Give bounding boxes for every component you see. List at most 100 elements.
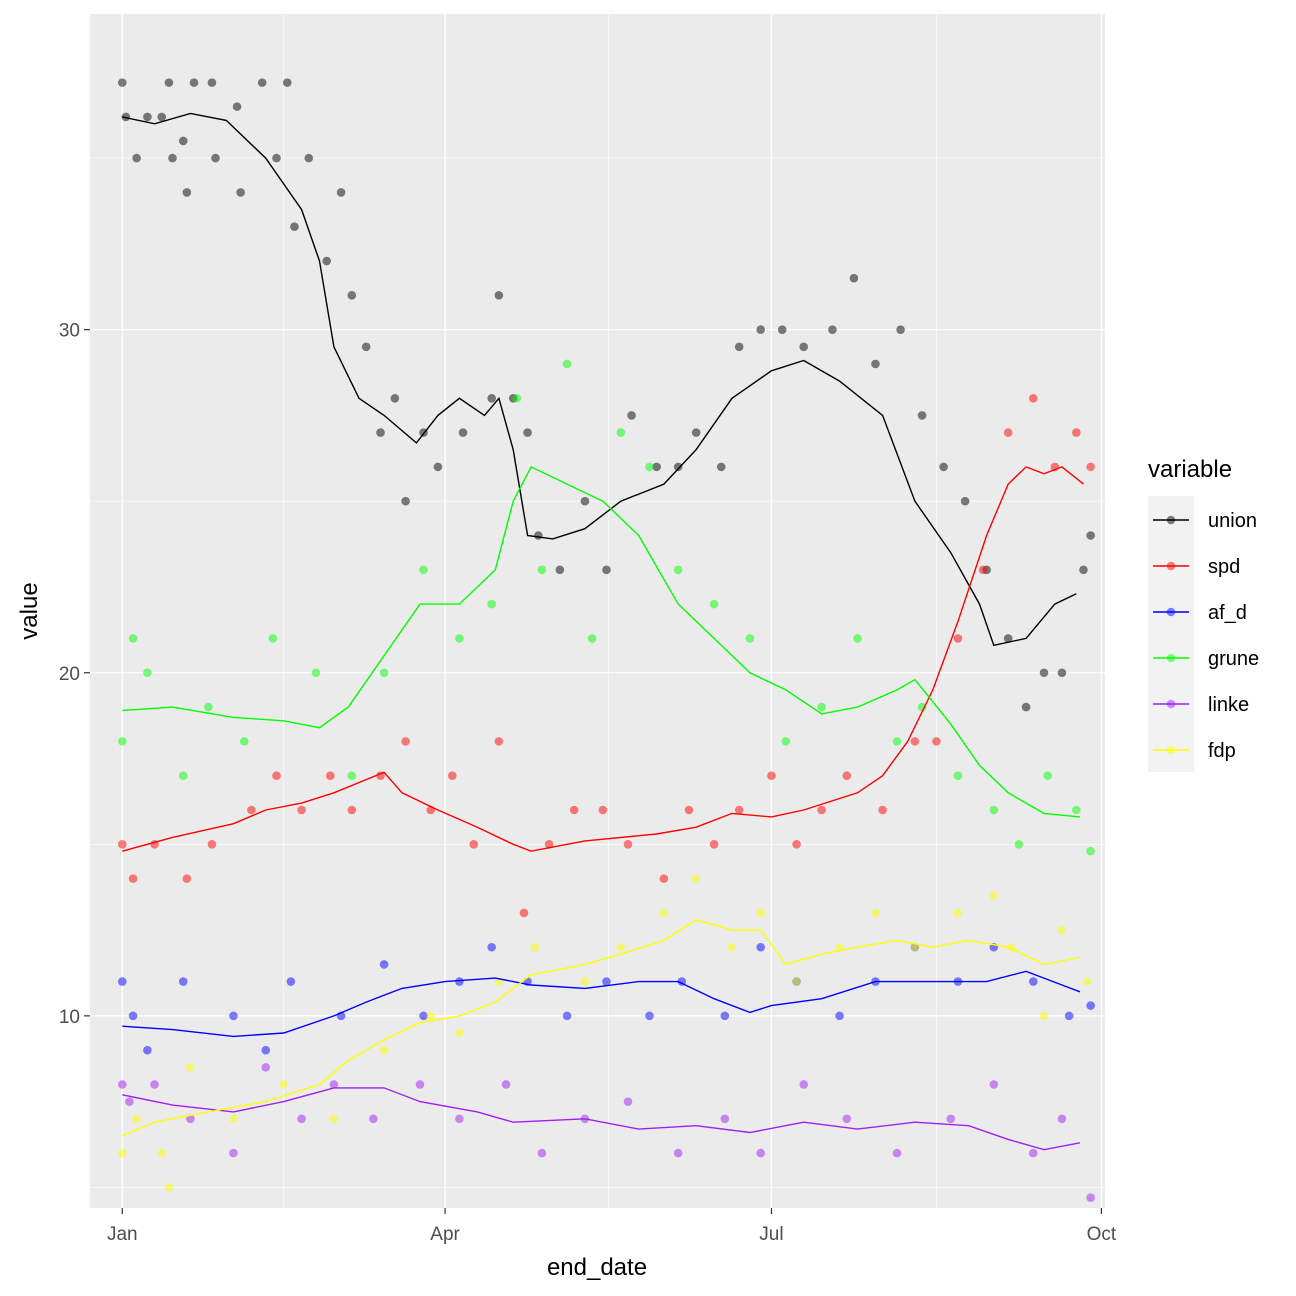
point-union [211,153,220,163]
point-grune [917,702,927,712]
point-af_d [1064,1011,1074,1021]
point-union [939,462,948,472]
point-union [458,428,468,437]
trend-line-fdp [122,919,1081,1137]
point-linke [415,1080,425,1089]
point-fdp [1039,1011,1049,1021]
panel-background [90,14,1105,1208]
point-linke [537,1148,547,1158]
point-fdp [186,1063,195,1072]
point-union [1079,565,1088,575]
point-linke [150,1080,159,1089]
point-grune [892,737,902,746]
point-spd [326,771,335,780]
trend-line-af_d [122,970,1081,1038]
point-spd [494,737,504,746]
point-union [322,256,332,266]
point-af_d [835,1011,844,1021]
point-af_d [117,977,127,986]
point-union [756,325,765,334]
point-grune [239,737,249,746]
point-grune [673,565,683,575]
point-linke [673,1148,683,1158]
point-union [272,153,281,163]
point-af_d [602,977,611,986]
legend-item-grune: grune [1153,648,1259,670]
point-grune [379,668,389,678]
point-fdp [616,942,626,952]
point-grune [562,359,572,369]
point-spd [953,634,963,643]
point-grune [419,565,428,575]
point-grune [781,737,791,746]
trend-line-spd [122,466,1084,852]
legend-key-point [1166,653,1176,663]
point-union [734,342,744,352]
point-union [602,565,611,575]
legend-item-union: union [1153,510,1257,532]
point-union [1086,531,1095,540]
point-union [917,411,927,420]
point-fdp [426,1011,436,1021]
point-linke [989,1080,999,1089]
point-spd [709,840,719,849]
point-grune [853,634,862,643]
point-linke [946,1114,956,1124]
legend-item-fdp: fdp [1153,740,1236,762]
point-grune [178,771,188,780]
point-grune [143,668,152,678]
point-linke [799,1080,809,1089]
legend-label: grune [1208,648,1259,670]
point-spd [128,874,138,883]
point-grune [587,634,597,643]
point-grune [537,565,547,575]
point-af_d [1028,977,1038,986]
point-union [1057,668,1067,678]
legend-key-point [1166,607,1176,617]
point-grune [347,771,357,780]
legend-key-point [1166,561,1176,571]
point-spd [117,840,127,849]
point-fdp [580,977,590,986]
point-linke [329,1080,339,1089]
point-af_d [178,977,188,986]
grid-lines [90,14,1105,1208]
point-spd [767,771,776,780]
point-fdp [659,908,669,918]
point-grune [455,634,464,643]
point-af_d [128,1011,138,1021]
point-af_d [286,977,296,986]
point-union [236,188,245,197]
series-grune [117,359,1095,856]
point-grune [117,737,127,746]
point-grune [709,599,719,609]
point-union [960,496,970,506]
point-union [257,78,267,87]
point-union [433,462,443,472]
point-union [232,102,242,111]
x-tick-label: Jul [759,1224,783,1245]
point-union [282,78,292,87]
point-union [487,393,496,403]
point-spd [519,908,529,918]
point-union [117,78,127,87]
point-grune [1086,846,1095,856]
point-grune [311,668,321,678]
point-linke [842,1114,852,1124]
point-spd [598,805,608,815]
point-linke [297,1114,306,1124]
point-spd [659,874,669,883]
point-spd [684,805,694,815]
point-union [1003,634,1013,643]
point-union [157,112,167,122]
point-grune [1072,805,1081,815]
point-grune [953,771,963,780]
legend-item-af_d: af_d [1153,602,1247,624]
point-af_d [645,1011,654,1021]
series-union [117,78,1095,712]
point-spd [1003,428,1013,437]
point-spd [623,840,633,849]
point-grune [204,702,213,712]
point-spd [469,840,479,849]
point-spd [910,737,920,746]
